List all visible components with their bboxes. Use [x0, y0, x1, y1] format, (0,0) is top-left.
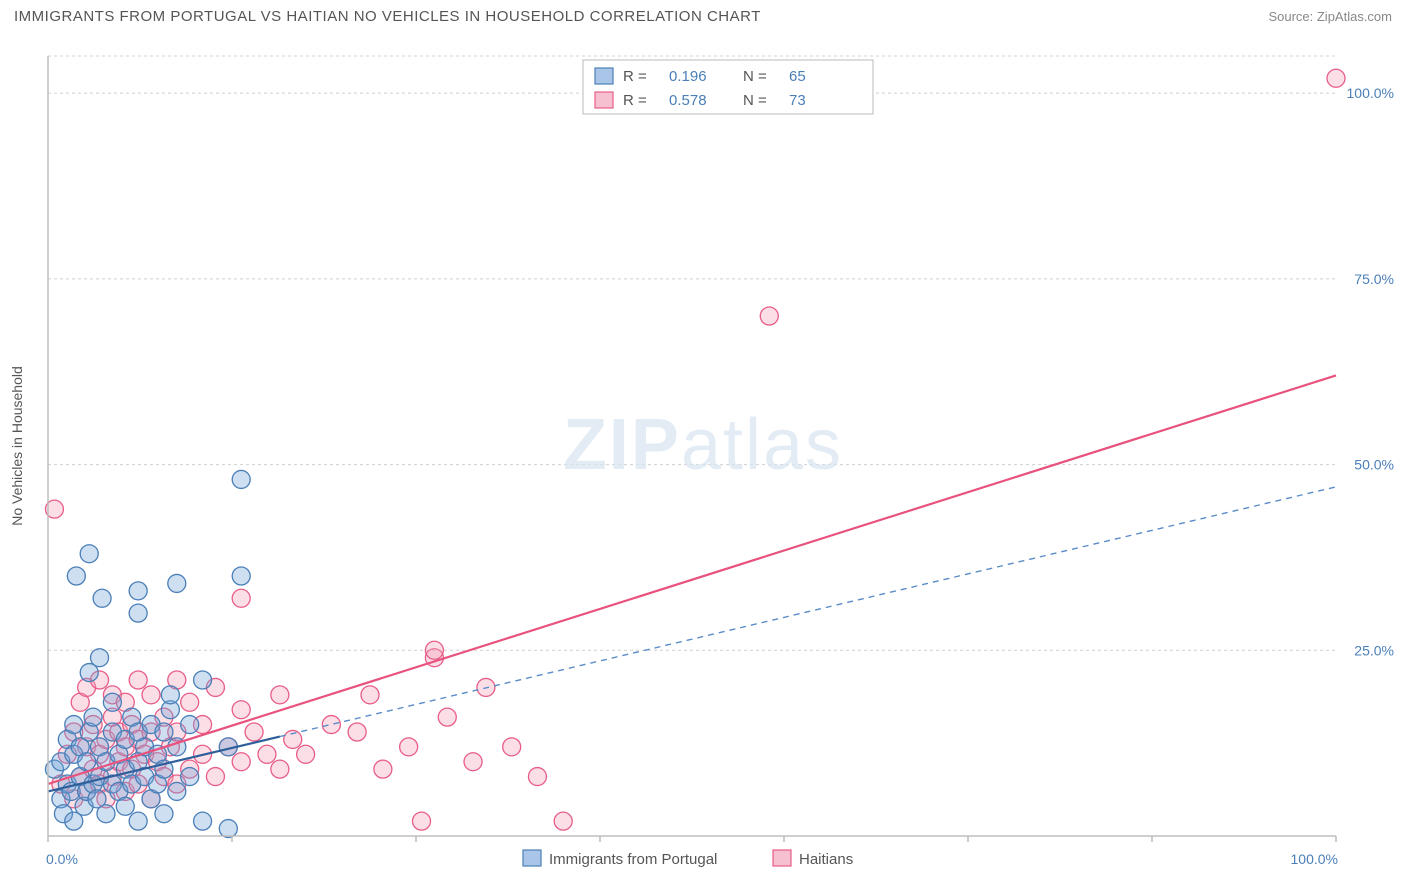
- data-point-portugal: [155, 805, 173, 823]
- x-tick-label: 0.0%: [46, 851, 78, 867]
- data-point-portugal: [168, 574, 186, 592]
- data-point-portugal: [93, 589, 111, 607]
- data-point-portugal: [103, 693, 121, 711]
- data-point-haitians: [258, 745, 276, 763]
- source-link[interactable]: ZipAtlas.com: [1317, 9, 1392, 24]
- data-point-portugal: [168, 782, 186, 800]
- legend-swatch-blue: [523, 850, 541, 866]
- data-point-haitians: [271, 686, 289, 704]
- data-point-haitians: [438, 708, 456, 726]
- legend-swatch-pink: [595, 92, 613, 108]
- source-attribution: Source: ZipAtlas.com: [1268, 9, 1392, 24]
- data-point-haitians: [129, 671, 147, 689]
- scatter-chart: ZIPatlas 25.0% 50.0% 75.0% 100.0% 0.0% 100.0% N…: [0, 38, 1406, 892]
- legend-n-label: N =: [743, 68, 767, 85]
- y-tick-label: 25.0%: [1354, 642, 1394, 658]
- data-point-portugal: [194, 812, 212, 830]
- data-point-portugal: [194, 671, 212, 689]
- data-point-haitians: [554, 812, 572, 830]
- y-axis-title: No Vehicles in Household: [9, 366, 25, 526]
- legend-n-value-pink: 73: [789, 92, 806, 109]
- legend-r-label: R =: [623, 68, 647, 85]
- data-point-haitians: [464, 753, 482, 771]
- legend-swatch-blue: [595, 68, 613, 84]
- data-point-portugal: [84, 708, 102, 726]
- data-point-haitians: [142, 686, 160, 704]
- data-point-haitians: [400, 738, 418, 756]
- data-point-portugal: [78, 753, 96, 771]
- data-point-portugal: [129, 582, 147, 600]
- legend-swatch-pink: [773, 850, 791, 866]
- data-point-portugal: [116, 797, 134, 815]
- legend-series-portugal: Immigrants from Portugal: [549, 851, 717, 868]
- data-point-haitians: [425, 641, 443, 659]
- data-point-portugal: [91, 649, 109, 667]
- data-point-portugal: [181, 768, 199, 786]
- trendline-portugal-dash: [280, 487, 1336, 737]
- data-point-haitians: [322, 716, 340, 734]
- data-point-haitians: [271, 760, 289, 778]
- data-point-haitians: [206, 768, 224, 786]
- watermark: ZIPatlas: [563, 405, 843, 485]
- data-point-haitians: [760, 307, 778, 325]
- data-point-haitians: [297, 745, 315, 763]
- data-point-portugal: [67, 567, 85, 585]
- data-point-haitians: [348, 723, 366, 741]
- chart-svg: ZIPatlas 25.0% 50.0% 75.0% 100.0% 0.0% 100.0% N…: [0, 38, 1406, 892]
- legend-r-label: R =: [623, 92, 647, 109]
- data-point-portugal: [232, 470, 250, 488]
- data-point-haitians: [503, 738, 521, 756]
- x-tick-label: 100.0%: [1291, 851, 1338, 867]
- data-point-portugal: [232, 567, 250, 585]
- source-label: Source:: [1268, 9, 1316, 24]
- data-point-portugal: [129, 604, 147, 622]
- data-point-haitians: [232, 589, 250, 607]
- chart-title: IMMIGRANTS FROM PORTUGAL VS HAITIAN NO V…: [14, 8, 761, 25]
- legend-r-value-blue: 0.196: [669, 68, 707, 85]
- data-point-haitians: [181, 693, 199, 711]
- data-point-haitians: [361, 686, 379, 704]
- data-point-portugal: [219, 820, 237, 838]
- data-point-portugal: [181, 716, 199, 734]
- data-point-haitians: [528, 768, 546, 786]
- legend-r-value-pink: 0.578: [669, 92, 707, 109]
- data-point-portugal: [161, 686, 179, 704]
- data-point-portugal: [155, 723, 173, 741]
- data-point-haitians: [413, 812, 431, 830]
- data-point-portugal: [129, 812, 147, 830]
- y-tick-label: 50.0%: [1354, 457, 1394, 473]
- data-point-haitians: [1327, 69, 1345, 87]
- data-point-haitians: [232, 753, 250, 771]
- chart-header: IMMIGRANTS FROM PORTUGAL VS HAITIAN NO V…: [0, 0, 1406, 29]
- data-point-portugal: [97, 805, 115, 823]
- y-tick-label: 100.0%: [1347, 85, 1394, 101]
- legend-n-label: N =: [743, 92, 767, 109]
- data-point-portugal: [80, 545, 98, 563]
- legend-series-haitians: Haitians: [799, 851, 853, 868]
- data-point-haitians: [245, 723, 263, 741]
- data-point-haitians: [374, 760, 392, 778]
- y-tick-label: 75.0%: [1354, 271, 1394, 287]
- data-point-haitians: [232, 701, 250, 719]
- legend-n-value-blue: 65: [789, 68, 806, 85]
